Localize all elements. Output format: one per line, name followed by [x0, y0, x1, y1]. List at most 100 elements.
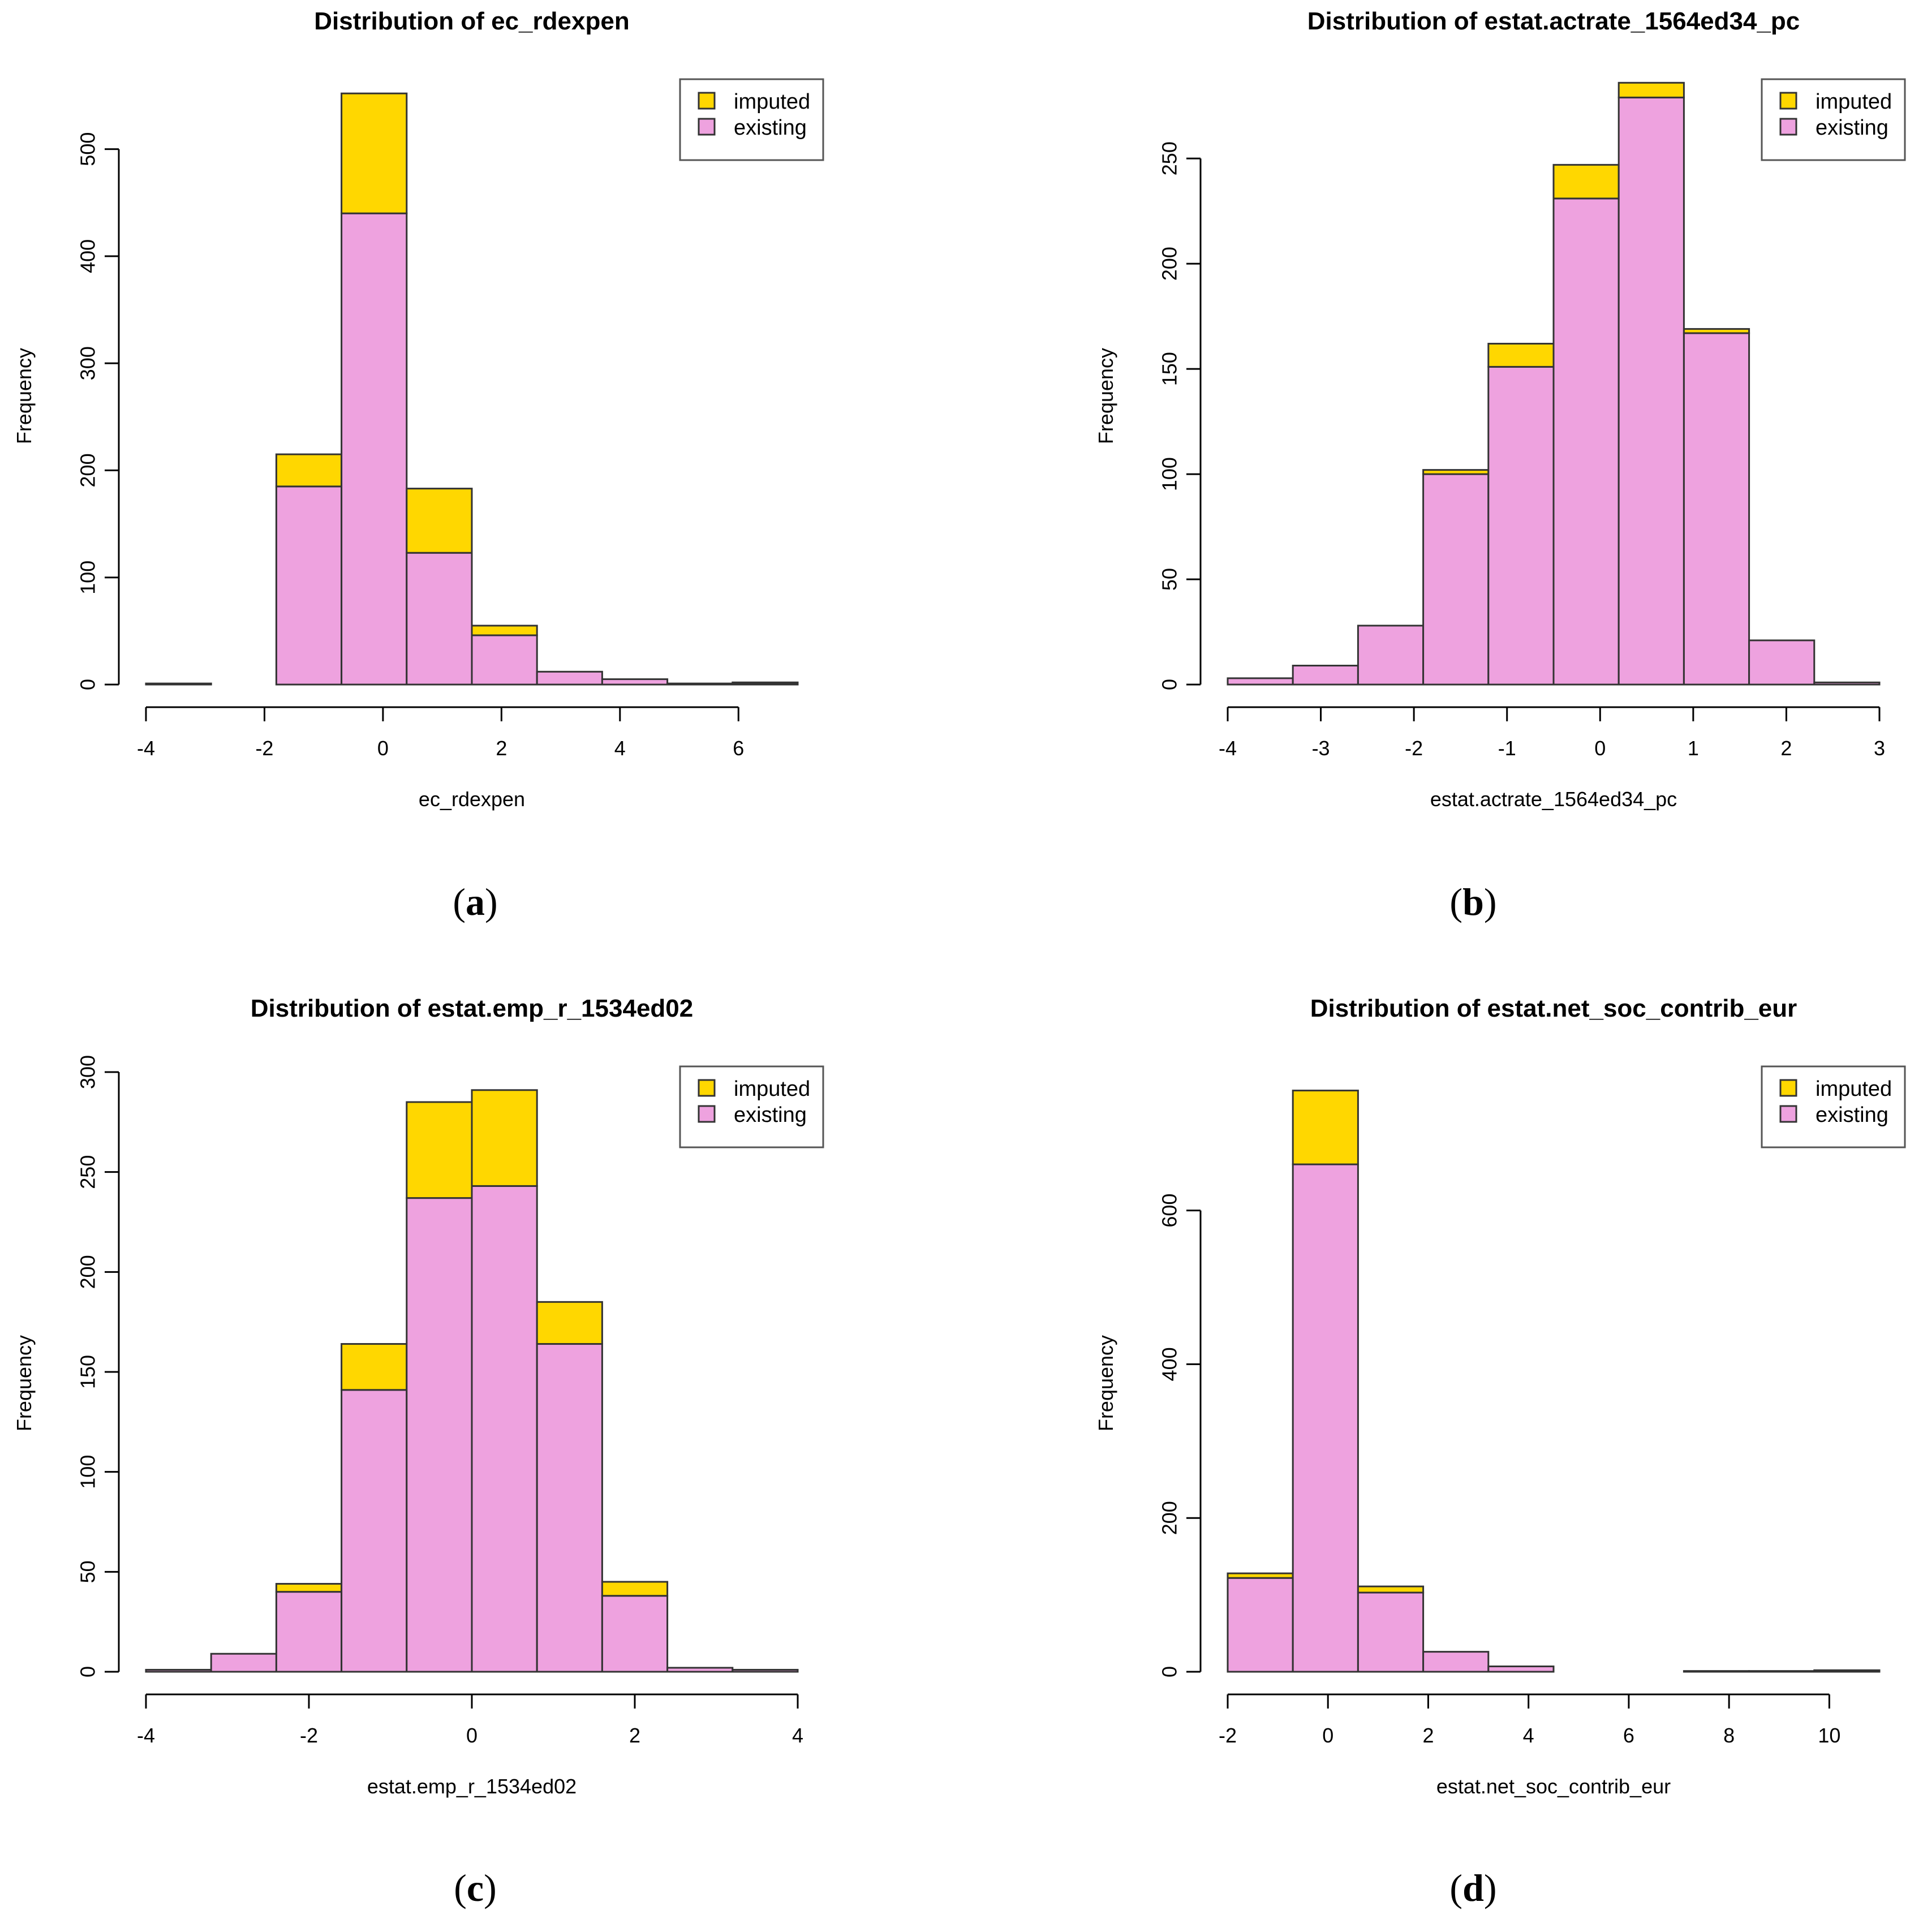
x-tick-label: 4: [1523, 1724, 1534, 1747]
bar-existing: [275, 1591, 343, 1673]
y-tick-label: 100: [76, 561, 100, 595]
y-tick-label: 250: [1158, 141, 1181, 175]
bar-existing: [145, 1668, 212, 1673]
y-tick-label: 0: [1158, 679, 1181, 690]
y-tick-label: 50: [76, 1560, 100, 1583]
x-axis: -4 -2 0 2 4: [137, 1693, 803, 1747]
bar-existing: [1617, 96, 1685, 686]
bars: [1227, 1090, 1881, 1673]
bar-imputed: [1422, 469, 1490, 475]
x-tick-label: 10: [1818, 1724, 1840, 1747]
x-axis: -4 -2 0 2 4 6: [137, 706, 744, 760]
bar-existing: [1292, 665, 1359, 686]
bar-imputed: [601, 1581, 669, 1597]
bar-existing: [1357, 1591, 1425, 1673]
legend-label-existing: existing: [1816, 1103, 1888, 1127]
y-tick-label: 300: [76, 1055, 100, 1089]
y-tick-label: 0: [1158, 1666, 1181, 1677]
legend-label-existing: existing: [734, 1103, 807, 1127]
bar-existing: [1748, 639, 1816, 686]
y-tick-label: 200: [1158, 1501, 1181, 1535]
bar-existing: [210, 1653, 277, 1673]
chart-panel-c: Distribution of estat.emp_r_1534ed02 -4 -2…: [12, 995, 824, 1798]
bar-imputed: [471, 625, 538, 636]
x-axis: -2 0 2 4 6 8 10: [1219, 1693, 1840, 1747]
legend-label-imputed: imputed: [1816, 1077, 1892, 1101]
x-tick-label: 2: [496, 737, 507, 760]
bar-existing: [1422, 473, 1490, 686]
x-tick-label: -2: [1219, 1724, 1237, 1747]
bar-existing: [1748, 1670, 1816, 1673]
bar-existing: [601, 1595, 669, 1673]
bar-imputed: [471, 1089, 538, 1187]
y-tick-label: 0: [76, 1666, 100, 1677]
x-tick-label: 8: [1723, 1724, 1735, 1747]
bar-imputed: [275, 1583, 343, 1593]
bar-existing: [1292, 1163, 1359, 1673]
y-tick-label: 100: [76, 1455, 100, 1489]
bar-existing: [732, 1668, 799, 1673]
x-tick-label: 0: [377, 737, 389, 760]
chart-title: Distribution of estat.net_soc_contrib_eu…: [1310, 995, 1797, 1022]
bar-existing: [1487, 1665, 1555, 1673]
legend-swatch-imputed: [698, 1079, 716, 1097]
bar-imputed: [1487, 342, 1555, 368]
bar-imputed: [406, 488, 473, 554]
y-axis: 0 200 400 600: [1158, 1194, 1202, 1677]
x-axis-label: ec_rdexpen: [419, 788, 525, 811]
bars: [145, 92, 799, 686]
y-tick-label: 200: [76, 1255, 100, 1289]
bar-existing: [1422, 1651, 1490, 1673]
bar-imputed: [275, 453, 343, 488]
x-axis: -4 -3 -2 -1 0 1 2 3: [1219, 706, 1885, 760]
legend-label-existing: existing: [1816, 116, 1888, 140]
bar-existing: [1227, 1577, 1294, 1673]
x-tick-label: 4: [614, 737, 626, 760]
legend-swatch-existing: [1779, 1105, 1797, 1123]
bar-existing: [406, 552, 473, 686]
x-tick-label: 3: [1874, 737, 1885, 760]
caption-a: (a): [453, 880, 498, 923]
chart-title: Distribution of estat.actrate_1564ed34_p…: [1307, 7, 1800, 35]
legend-swatch-imputed: [1779, 92, 1797, 110]
y-axis-label: Frequency: [12, 1335, 36, 1431]
bar-existing: [536, 670, 603, 686]
x-tick-label: 0: [466, 1724, 477, 1747]
y-axis: 0 50 100 150 200 250: [1158, 141, 1202, 690]
bar-existing: [275, 485, 343, 686]
bar-existing: [341, 212, 408, 686]
y-axis-label: Frequency: [1094, 348, 1117, 444]
x-tick-label: 0: [1594, 737, 1606, 760]
bar-imputed: [1357, 1585, 1425, 1594]
bar-imputed: [1683, 328, 1750, 334]
y-axis: 0 100 200 300 400 500: [76, 132, 120, 690]
legend-swatch-existing: [698, 1105, 716, 1123]
legend-swatch-existing: [1779, 118, 1797, 136]
legend-label-imputed: imputed: [734, 1077, 810, 1101]
bar-existing: [666, 1667, 734, 1673]
bar-imputed: [1292, 1090, 1359, 1165]
y-tick-label: 600: [1158, 1194, 1181, 1228]
bar-existing: [1552, 197, 1620, 686]
x-axis-label: estat.emp_r_1534ed02: [367, 1775, 577, 1798]
chart-panel-b: Distribution of estat.actrate_1564ed34_p…: [1094, 7, 1906, 811]
y-tick-label: 150: [76, 1355, 100, 1389]
x-tick-label: 0: [1322, 1724, 1333, 1747]
bar-existing: [1813, 681, 1881, 686]
bar-existing: [1813, 1669, 1881, 1673]
legend-label-existing: existing: [734, 116, 807, 140]
x-tick-label: 1: [1688, 737, 1699, 760]
bar-imputed: [1617, 81, 1685, 98]
caption-d: (d): [1449, 1866, 1497, 1909]
y-tick-label: 100: [1158, 457, 1181, 491]
legend-swatch-imputed: [1779, 1079, 1797, 1097]
x-axis-label: estat.net_soc_contrib_eur: [1436, 1775, 1671, 1798]
legend-swatch-imputed: [698, 92, 716, 110]
x-tick-label: 2: [629, 1724, 640, 1747]
y-tick-label: 150: [1158, 352, 1181, 386]
legend-label-imputed: imputed: [1816, 90, 1892, 114]
x-tick-label: 6: [733, 737, 744, 760]
bar-existing: [471, 1185, 538, 1673]
